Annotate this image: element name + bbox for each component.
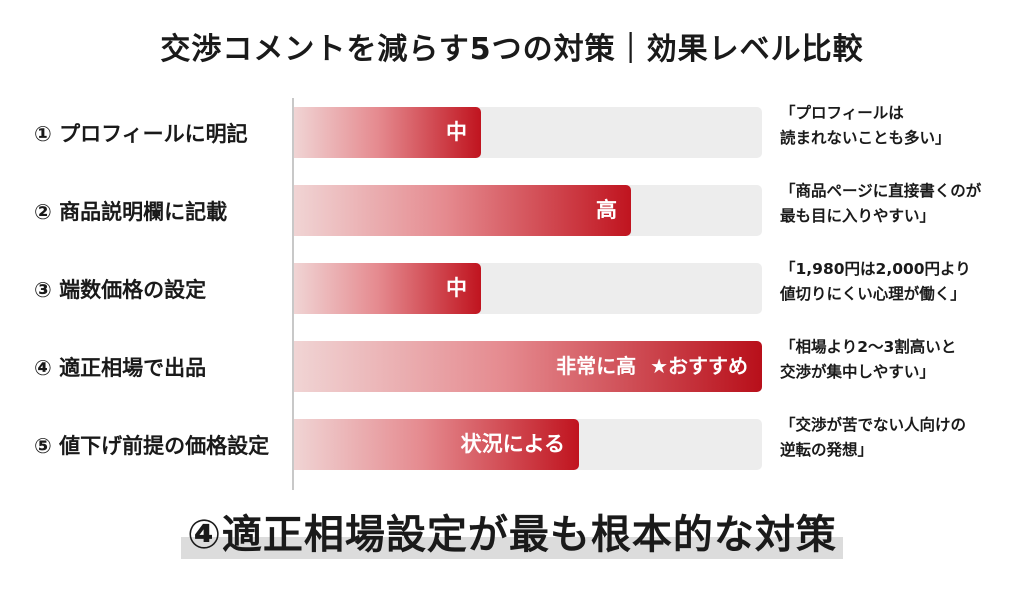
chart-row-4: ④ 適正相場で出品 非常に高 ★おすすめ 「相場より2〜3割高いと 交渉が集中しやすい… bbox=[0, 338, 1024, 398]
annotation-line-5-2: 逆転の発想」 bbox=[780, 441, 874, 459]
bar-1 bbox=[294, 107, 481, 158]
annotation-line-2-2: 最も目に入りやすい」 bbox=[780, 207, 936, 225]
bar-2 bbox=[294, 185, 631, 236]
bar-data-label-5: 状況による bbox=[460, 432, 565, 456]
chart-title: 交渉コメントを減らす5つの対策｜効果レベル比較 bbox=[160, 32, 864, 67]
conclusion-highlight bbox=[181, 537, 843, 559]
bar-data-label-1: 中 bbox=[446, 120, 467, 144]
conclusion-area: ④適正相場設定が最も根本的な対策 bbox=[0, 507, 1024, 563]
category-label-4: ④ 適正相場で出品 bbox=[34, 356, 207, 380]
conclusion-text: ④適正相場設定が最も根本的な対策 bbox=[181, 507, 843, 563]
annotation-1: 「プロフィールは読まれないことも多い」 bbox=[780, 101, 1020, 151]
annotation-line-1-2: 読まれないことも多い」 bbox=[780, 129, 951, 147]
category-label-5: ⑤ 値下げ前提の価格設定 bbox=[34, 434, 270, 458]
annotation-4: 「相場より2〜3割高いと 交渉が集中しやすい」 bbox=[780, 335, 1020, 385]
annotation-3: 「1,980円は2,000円より 値切りにくい心理が働く」 bbox=[780, 257, 1020, 307]
category-label-2: ② 商品説明欄に記載 bbox=[34, 200, 228, 224]
annotation-line-1-1: 「プロフィールは bbox=[780, 104, 904, 122]
bar-3 bbox=[294, 263, 481, 314]
bar-5 bbox=[294, 419, 579, 470]
chart-row-1: ① プロフィールに明記 中 「プロフィールは読まれないことも多い」 bbox=[0, 104, 1024, 164]
chart-axis-line bbox=[292, 98, 294, 490]
annotation-line-4-1: 「相場より2〜3割高いと bbox=[780, 338, 957, 356]
annotation-line-5-1: 「交渉が苦でない人向けの bbox=[780, 416, 967, 434]
conclusion-label: ④適正相場設定が最も根本的な対策 bbox=[187, 512, 837, 558]
chart-row-5: ⑤ 値下げ前提の価格設定 状況による 「交渉が苦でない人向けの 逆転の発想」 bbox=[0, 416, 1024, 476]
annotation-line-3-1: 「1,980円は2,000円より bbox=[780, 260, 971, 278]
chart-row-3: ③ 端数価格の設定 中 「1,980円は2,000円より 値切りにくい心理が働く」 bbox=[0, 260, 1024, 320]
chart-row-2: ② 商品説明欄に記載 高 「商品ページに直接書くのが 最も目に入りやすい」 bbox=[0, 182, 1024, 242]
annotation-line-2-1: 「商品ページに直接書くのが bbox=[780, 182, 982, 200]
bar-4 bbox=[294, 341, 762, 392]
annotation-line-3-2: 値切りにくい心理が働く」 bbox=[780, 285, 966, 303]
annotation-line-4-2: 交渉が集中しやすい」 bbox=[780, 363, 935, 381]
bar-data-label-2: 高 bbox=[596, 198, 617, 222]
annotation-5: 「交渉が苦でない人向けの 逆転の発想」 bbox=[780, 413, 1020, 463]
annotation-2: 「商品ページに直接書くのが 最も目に入りやすい」 bbox=[780, 179, 1020, 229]
bar-data-label-3: 中 bbox=[446, 276, 467, 300]
bar-data-label-4: 非常に高 ★おすすめ bbox=[556, 354, 748, 378]
category-label-3: ③ 端数価格の設定 bbox=[34, 278, 207, 302]
category-label-1: ① プロフィールに明記 bbox=[34, 122, 248, 146]
